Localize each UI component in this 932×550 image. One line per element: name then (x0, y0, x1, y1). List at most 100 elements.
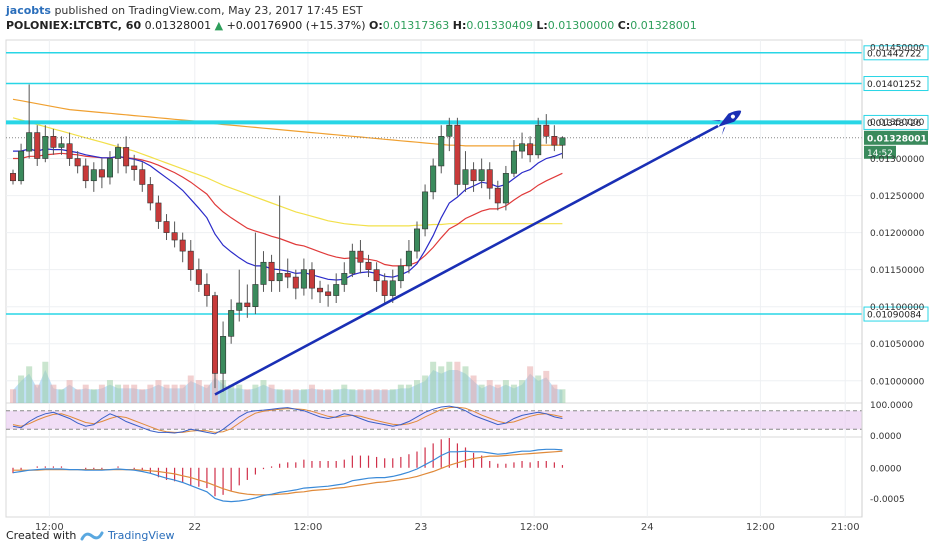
stoch-y-tick: 0.0000 (870, 432, 902, 442)
volume-bar (74, 389, 81, 403)
level-label: 0.01348726 (867, 119, 922, 129)
price-pane (5, 39, 863, 404)
y-tick-label: 0.01200000 (870, 229, 925, 239)
volume-bar (260, 380, 267, 403)
volume-bar (389, 389, 396, 403)
macd-line (12, 448, 563, 503)
horizontal-levels[interactable]: 0.01442722 0.01401252 0.01348726 0.01090084… (6, 45, 929, 322)
volume-bar (179, 384, 186, 403)
volume-bar (131, 384, 138, 403)
ma-orange-line (12, 98, 563, 147)
close-label: C: (617, 19, 631, 32)
volume-bar (349, 389, 356, 403)
candle-bear (195, 269, 202, 285)
current-price-label: 0.01328001 (867, 134, 927, 144)
candle-bull (462, 169, 469, 185)
volume-bar (486, 380, 493, 403)
candle-bear (373, 269, 380, 282)
candle-bear (155, 202, 162, 222)
candle-bull (422, 191, 429, 230)
volume-bar (502, 380, 509, 403)
candle-bull (236, 302, 243, 311)
volume-bar (284, 389, 291, 403)
volume-bar (494, 384, 501, 403)
rocket-fin-top (711, 120, 721, 122)
volume-bar (510, 384, 517, 403)
volume-bar (430, 361, 437, 403)
volume-bar (381, 389, 388, 403)
footer-bar: Created with TradingView (0, 522, 932, 550)
trendline (214, 124, 719, 396)
candle-bull (106, 158, 113, 178)
candle-bull (349, 250, 356, 274)
volume-bar (42, 361, 49, 403)
x-tick-label: 12:00 (746, 522, 775, 533)
stoch-d-line (12, 406, 563, 433)
volume-bar (527, 366, 534, 403)
candle-bull (220, 336, 227, 374)
candle-bull (502, 173, 509, 204)
volume-bar (98, 384, 105, 403)
volume-bar (203, 384, 210, 403)
candle-bull (519, 143, 526, 152)
candle-bear (543, 124, 550, 137)
up-triangle-icon: ▲ (214, 19, 224, 32)
volume-bar (276, 389, 283, 403)
stoch-band (6, 410, 862, 430)
candle-bear (98, 169, 105, 178)
candle-bear (308, 269, 315, 289)
macd-panel (12, 437, 564, 503)
symbol-name[interactable]: POLONIEX:LTCBTC, 60 (6, 19, 142, 32)
high-value: 0.01330409 (466, 19, 533, 32)
tradingview-brand-link[interactable]: TradingView (108, 529, 175, 542)
volume-bar (171, 384, 178, 403)
candle-bull (341, 273, 348, 285)
volume-bar (123, 384, 130, 403)
volume-bar (454, 361, 461, 403)
volume-bar (187, 375, 194, 403)
candle-bear (66, 143, 73, 159)
y-tick-label: 0.01000000 (870, 377, 925, 387)
candle-bear (551, 136, 558, 146)
candle-bull (478, 169, 485, 182)
volume-bar (50, 384, 57, 403)
volume-bar (18, 375, 25, 403)
level-label-box (863, 45, 929, 61)
candle-bear (325, 291, 332, 296)
candle-bull (26, 132, 33, 152)
volume-series (10, 361, 566, 403)
volume-bar (26, 366, 33, 403)
candle-bear (74, 158, 81, 167)
volume-bar (543, 370, 550, 403)
volume-bar (66, 380, 73, 403)
x-tick-label: 12:00 (35, 522, 64, 533)
volume-bar (365, 389, 372, 403)
volume-bar (58, 389, 65, 403)
candle-bull (228, 310, 235, 337)
candle-bull (446, 124, 453, 137)
volume-bar (244, 389, 251, 403)
open-value: 0.01317363 (382, 19, 450, 32)
axes: 12:00 22 12:00 23 12:00 24 12:00 21:00 0.0135000… (35, 40, 925, 533)
volume-bar (462, 366, 469, 403)
high-label: H: (452, 19, 467, 32)
volume-bar (90, 389, 97, 403)
candle-bull (115, 147, 122, 159)
stoch-k-line (12, 405, 563, 435)
volume-bar (325, 389, 332, 403)
volume-bar (422, 375, 429, 403)
level-label: 0.01090084 (867, 311, 922, 321)
close-value: 0.01328001 (630, 19, 697, 32)
candle-bull (559, 137, 566, 146)
x-tick-label: 12:00 (294, 522, 323, 533)
current-price-box (864, 130, 928, 145)
candle-bear (357, 250, 364, 263)
candle-bear (10, 173, 17, 182)
candle-bear (171, 232, 178, 241)
volume-bar (308, 384, 315, 403)
author-name[interactable]: jacobts (6, 4, 51, 17)
candle-bear (454, 124, 461, 185)
candle-bear (381, 280, 388, 296)
